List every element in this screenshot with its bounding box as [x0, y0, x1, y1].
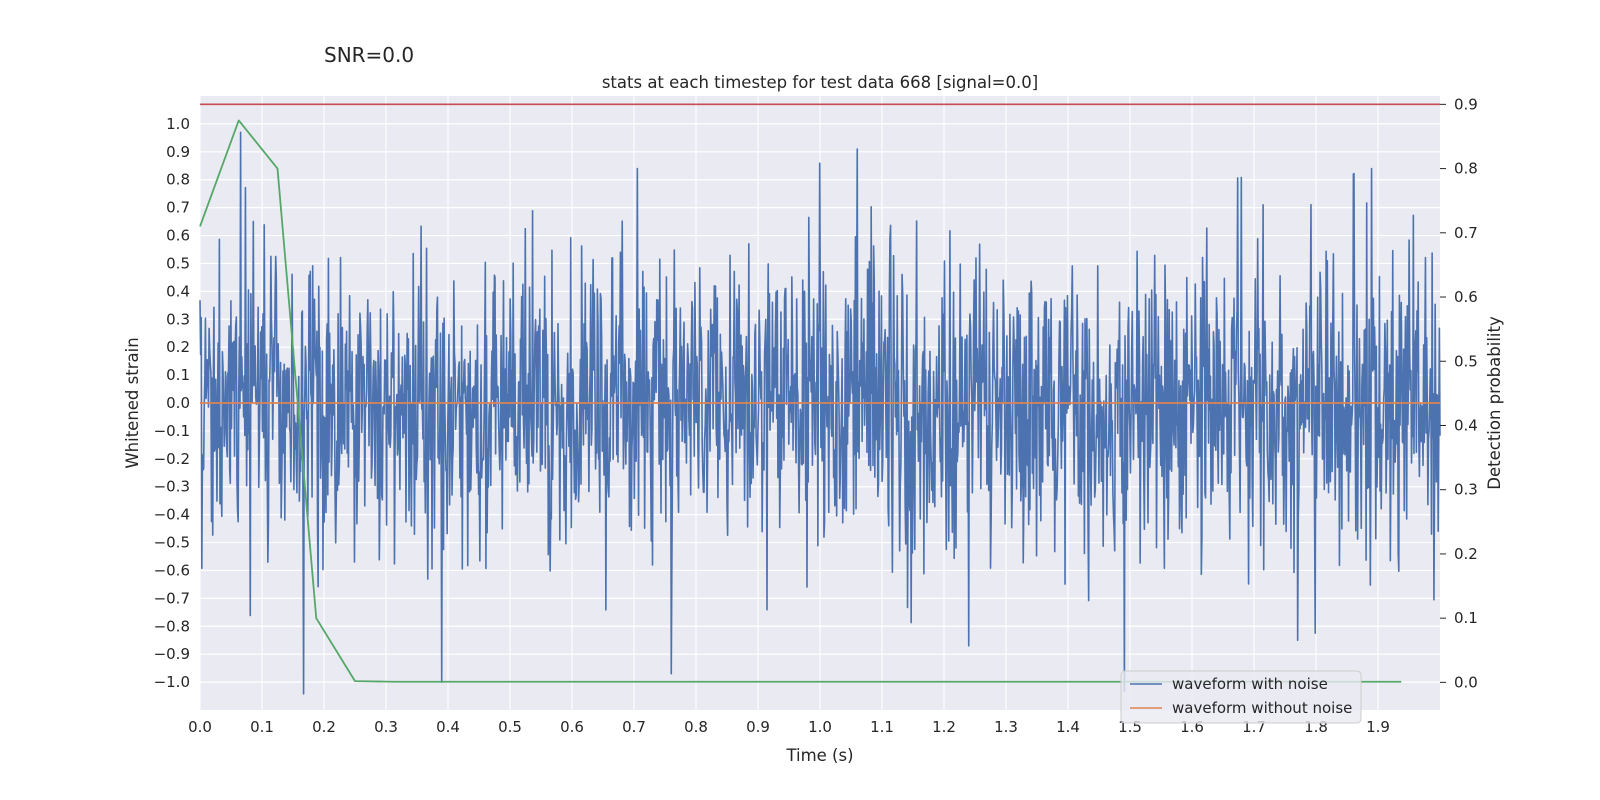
- y2-tick-label: 0.2: [1454, 545, 1478, 563]
- y-tick-label: −0.5: [154, 534, 190, 552]
- suptitle: SNR=0.0: [324, 43, 414, 67]
- x-tick-label: 1.9: [1366, 718, 1390, 736]
- y2-ticks: 0.9 0.8 0.7 0.6 0.5 0.4 0.3 0.2 0.1 0.0: [1440, 95, 1478, 691]
- x-tick-label: 0.6: [560, 718, 584, 736]
- x-tick-label: 0.7: [622, 718, 646, 736]
- y-tick-label: 0.3: [166, 310, 190, 328]
- y-tick-label: 0.4: [166, 282, 190, 300]
- y2-tick-label: 0.9: [1454, 95, 1478, 113]
- y2-tick-label: 0.8: [1454, 160, 1478, 178]
- chart-title: stats at each timestep for test data 668…: [602, 73, 1038, 92]
- y-tick-label: −0.4: [154, 506, 190, 524]
- x-tick-label: 0.3: [374, 718, 398, 736]
- y-tick-label: −0.6: [154, 561, 190, 579]
- y-tick-label: −0.9: [154, 645, 190, 663]
- y-tick-label: −0.1: [154, 422, 190, 440]
- y-tick-label: 0.8: [166, 171, 190, 189]
- y-tick-label: −0.8: [154, 617, 190, 635]
- x-axis-label: Time (s): [785, 746, 853, 765]
- x-tick-label: 0.4: [436, 718, 460, 736]
- legend-label-clean: waveform without noise: [1172, 699, 1352, 717]
- x-tick-label: 0.8: [684, 718, 708, 736]
- y-tick-label: 1.0: [166, 115, 190, 133]
- x-tick-label: 1.1: [870, 718, 894, 736]
- y-tick-label: −1.0: [154, 673, 190, 691]
- y-tick-label: 0.6: [166, 227, 190, 245]
- y2-tick-label: 0.7: [1454, 224, 1478, 242]
- legend-label-noise: waveform with noise: [1172, 675, 1328, 693]
- x-tick-label: 0.5: [498, 718, 522, 736]
- x-tick-label: 1.3: [994, 718, 1018, 736]
- x-tick-label: 0.0: [188, 718, 212, 736]
- y2-tick-label: 0.3: [1454, 481, 1478, 499]
- legend-box: [1120, 670, 1362, 724]
- x-tick-label: 0.2: [312, 718, 336, 736]
- y2-tick-label: 0.5: [1454, 352, 1478, 370]
- x-tick-label: 1.0: [808, 718, 832, 736]
- y-tick-label: −0.3: [154, 478, 190, 496]
- x-tick-label: 1.2: [932, 718, 956, 736]
- y2-axis-label: Detection probability: [1485, 316, 1504, 490]
- y2-tick-label: 0.1: [1454, 609, 1478, 627]
- y-tick-label: 0.7: [166, 199, 190, 217]
- y2-tick-label: 0.4: [1454, 416, 1478, 434]
- y-tick-label: −0.7: [154, 589, 190, 607]
- y2-tick-label: 0.0: [1454, 673, 1478, 691]
- y-tick-label: 0.5: [166, 254, 190, 272]
- y-tick-label: −0.2: [154, 450, 190, 468]
- x-tick-label: 0.9: [746, 718, 770, 736]
- noisy-waveform-line: [199, 131, 1441, 695]
- y-axis-label: Whitened strain: [123, 337, 142, 468]
- y-tick-label: 0.2: [166, 338, 190, 356]
- x-tick-label: 0.1: [250, 718, 274, 736]
- y-tick-label: 0.0: [166, 394, 190, 412]
- y-tick-label: 0.1: [166, 366, 190, 384]
- y-tick-label: 0.9: [166, 143, 190, 161]
- legend: waveform with noise waveform without noi…: [1120, 670, 1362, 724]
- y2-tick-label: 0.6: [1454, 288, 1478, 306]
- y-ticks: 1.0 0.9 0.8 0.7 0.6 0.5 0.4 0.3 0.2 0.1 0.0 −0.1 −0.…: [154, 115, 190, 691]
- x-tick-label: 1.4: [1056, 718, 1080, 736]
